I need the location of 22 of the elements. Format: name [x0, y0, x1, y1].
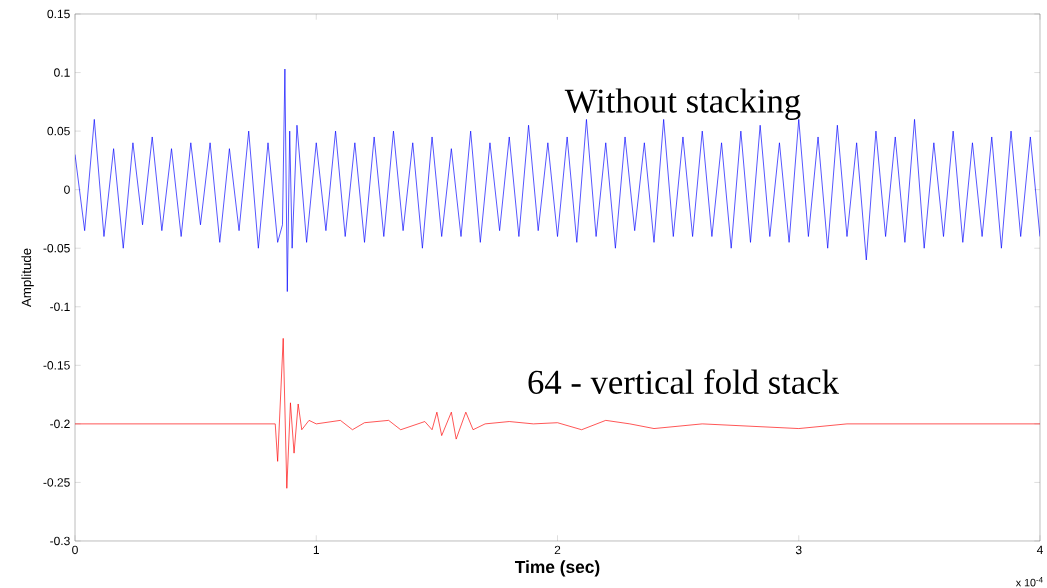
- y-tick-label: -0.25: [43, 478, 70, 487]
- y-tick-label: -0.3: [50, 536, 70, 546]
- y-tick-label: 0.05: [47, 126, 70, 136]
- x-tick-label: 1: [313, 545, 319, 554]
- y-axis-title: Amplitude: [21, 248, 34, 308]
- y-tick-label: -0.2: [50, 419, 70, 429]
- x-tick-label: 3: [795, 545, 802, 555]
- series-label: Without stacking: [564, 88, 801, 120]
- x-tick-label: 0: [72, 545, 78, 555]
- line-series: [75, 68, 1040, 292]
- x-axis-title: Time (sec): [514, 560, 600, 577]
- series-label: 64 - vertical fold stack: [528, 369, 839, 394]
- y-tick-label: -0.05: [43, 243, 70, 253]
- y-tick-label: 0.1: [54, 68, 70, 77]
- y-tick-label: 0: [64, 185, 70, 194]
- y-tick-label: 0.15: [47, 9, 70, 19]
- x-tick-label: 2: [554, 545, 561, 555]
- y-tick-label: -0.1: [50, 302, 70, 312]
- line-series: [75, 338, 1040, 489]
- x-tick-label: 4: [1036, 545, 1043, 554]
- text: x 10$^{-4}$: [1015, 577, 1043, 587]
- y-tick-label: -0.15: [43, 361, 70, 370]
